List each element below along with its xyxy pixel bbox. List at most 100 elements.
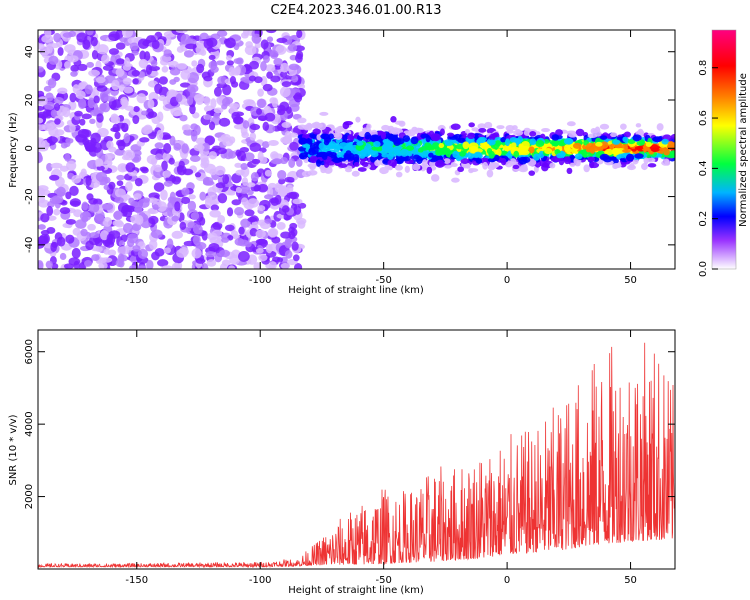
- spectrogram-cell: [202, 180, 215, 186]
- spectrogram-cell: [297, 220, 306, 229]
- spectrogram-cell: [216, 82, 228, 89]
- spectrogram-cell: [556, 153, 564, 159]
- spectrogram-cell: [234, 206, 245, 216]
- spectrogram-cell: [68, 257, 81, 266]
- spectrogram-cell: [518, 156, 528, 165]
- spectrogram-cell: [138, 58, 148, 69]
- spectrogram-cell: [38, 152, 43, 163]
- spectrogram-cell: [284, 238, 292, 249]
- spectrogram-cell: [647, 163, 657, 168]
- spectrogram-cell: [406, 145, 415, 151]
- spectrogram-cell: [555, 129, 563, 136]
- spectrogram-cell: [62, 107, 71, 118]
- spectrogram-cell: [667, 141, 675, 149]
- spectrogram-cell: [73, 209, 83, 218]
- spectrogram-cell: [218, 249, 231, 258]
- spectrogram-cell: [251, 158, 261, 165]
- snr-series-line: [38, 342, 675, 569]
- spectrogram-cell: [209, 209, 221, 218]
- spectrogram-cell: [59, 207, 71, 215]
- spectrogram-cell: [126, 238, 135, 248]
- spectrogram-cell: [357, 167, 367, 172]
- spectrogram-cell: [241, 131, 250, 139]
- spectrogram-cell: [117, 140, 126, 151]
- spectrogram-cell: [271, 236, 281, 244]
- spectrogram-cell: [87, 97, 96, 109]
- spectrogram-cell: [274, 194, 282, 205]
- spectrogram-cell: [575, 128, 585, 137]
- spectrogram-cell: [253, 185, 261, 192]
- spectrogram-cell: [264, 218, 273, 224]
- spectrogram-cell: [179, 221, 187, 231]
- spectrogram-cell: [226, 60, 234, 66]
- x-tick-label: 50: [624, 275, 637, 286]
- spectrogram-cell: [381, 153, 389, 158]
- spectrogram-cell: [234, 238, 245, 246]
- spectrogram-cell: [518, 166, 529, 173]
- spectrogram-cell: [176, 62, 187, 70]
- spectrogram-cell: [296, 158, 303, 167]
- colorbar-frame: [711, 29, 737, 270]
- spectrogram-cell: [622, 148, 631, 153]
- spectrogram-cell: [193, 144, 205, 152]
- spectrogram-cell: [288, 63, 300, 71]
- spectrogram-cell: [623, 131, 631, 138]
- spectrogram-cell: [57, 87, 68, 95]
- spectrogram-cell: [336, 151, 345, 159]
- spectrogram-cell: [315, 159, 322, 167]
- spectrogram-cell: [390, 127, 400, 135]
- spectrogram-cell: [111, 99, 123, 108]
- spectrogram-cell: [54, 118, 61, 125]
- spectrogram-cell: [342, 134, 349, 141]
- spectrogram-x-ticks: -150 -100 -50 0 50: [125, 30, 637, 286]
- spectrogram-cell: [74, 110, 83, 117]
- spectrogram-cell: [551, 134, 560, 141]
- spectrogram-cell: [108, 181, 116, 190]
- spectrogram-cell: [196, 63, 205, 74]
- spectrogram-cell: [488, 162, 499, 169]
- spectrogram-cell: [281, 138, 293, 144]
- spectrogram-cell: [157, 111, 164, 122]
- spectrogram-cell: [213, 86, 222, 97]
- spectrogram-cell: [240, 162, 248, 171]
- spectrogram-cell: [176, 46, 184, 53]
- spectrogram-cell: [297, 202, 307, 209]
- spectrogram-cell: [378, 131, 387, 136]
- spectrogram-cell: [253, 262, 262, 269]
- spectrogram-cell: [291, 241, 299, 251]
- spectrogram-cell: [273, 64, 282, 70]
- spectrogram-cell: [114, 188, 126, 198]
- spectrogram-cell: [246, 182, 256, 188]
- spectrogram-cell: [209, 168, 217, 176]
- spectrogram-cell: [88, 198, 98, 205]
- spectrogram-cell: [255, 248, 264, 254]
- colorbar-tick-label: 0.4: [698, 160, 709, 176]
- spectrogram-cell: [217, 193, 228, 204]
- colorbar-tick-label: 0.6: [698, 110, 709, 126]
- spectrogram-cell: [192, 224, 203, 235]
- spectrogram-cell: [46, 43, 53, 54]
- spectrogram-cell: [131, 223, 142, 231]
- spectrogram-cell: [496, 125, 505, 130]
- spectrogram-cell: [117, 253, 125, 264]
- spectrogram-cell: [199, 216, 206, 226]
- spectrogram-cell: [57, 46, 64, 56]
- spectrogram-cell: [234, 65, 241, 76]
- spectrogram-cell: [459, 150, 466, 157]
- spectrogram-cell: [369, 134, 379, 143]
- spectrogram-cell: [221, 237, 230, 243]
- spectrogram-cell: [162, 170, 172, 178]
- spectrogram-cell: [270, 158, 283, 165]
- spectrogram-cell: [345, 150, 352, 158]
- spectrogram-cell: [468, 168, 474, 174]
- snr-frame: [37, 329, 676, 570]
- spectrogram-cell: [468, 122, 475, 128]
- spectrogram-cell: [241, 177, 249, 186]
- spectrogram-cell: [569, 162, 576, 167]
- spectrogram-cell: [236, 150, 247, 162]
- spectrogram-cell: [191, 248, 202, 259]
- spectrogram-cell: [392, 136, 399, 145]
- spectrogram-cell: [264, 169, 272, 177]
- spectrogram-cell: [155, 153, 163, 161]
- spectrogram-cell: [102, 217, 113, 227]
